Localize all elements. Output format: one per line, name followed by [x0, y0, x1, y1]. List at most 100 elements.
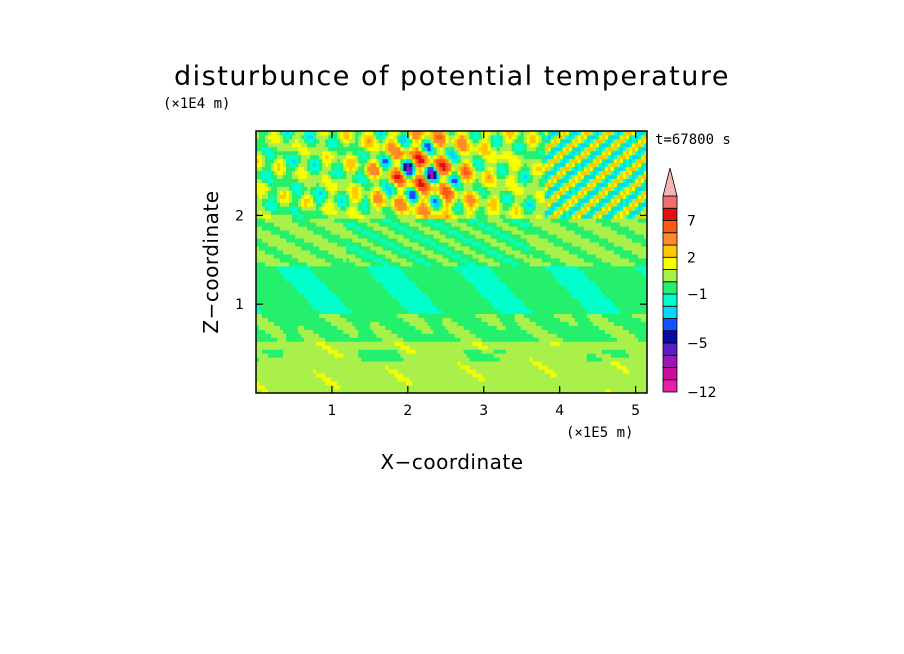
field-cell: [475, 198, 479, 203]
field-cell: [463, 238, 467, 243]
field-cell: [346, 162, 350, 168]
field-cell: [262, 170, 266, 176]
field-cell: [268, 162, 272, 168]
field-cell: [430, 246, 434, 251]
field-cell: [283, 313, 287, 318]
field-cell: [298, 162, 302, 168]
field-cell: [295, 377, 299, 382]
field-cell: [265, 365, 269, 370]
field-cell: [439, 369, 443, 374]
field-cell: [436, 250, 440, 255]
field-cell: [352, 305, 356, 311]
field-cell: [337, 190, 341, 195]
field-cell: [436, 230, 440, 235]
field-cell: [289, 134, 293, 140]
field-cell: [349, 381, 353, 386]
field-cell: [427, 333, 431, 338]
field-cell: [280, 353, 284, 358]
field-cell: [343, 317, 347, 322]
field-cell: [280, 146, 284, 152]
field-cell: [256, 206, 260, 211]
field-cell: [313, 313, 317, 318]
field-cell: [358, 262, 362, 267]
field-cell: [424, 234, 428, 239]
field-cell: [331, 210, 335, 215]
field-cell: [307, 254, 311, 259]
field-cell: [298, 178, 302, 184]
field-cell: [346, 337, 350, 342]
field-cell: [280, 246, 284, 251]
field-cell: [445, 206, 449, 211]
field-cell: [259, 142, 263, 148]
field-cell: [328, 293, 332, 299]
field-cell: [289, 198, 293, 203]
field-cell: [418, 166, 422, 172]
field-cell: [286, 178, 290, 184]
field-cell: [373, 210, 377, 215]
field-cell: [427, 258, 431, 263]
field-cell: [355, 262, 359, 267]
field-cell: [448, 254, 452, 259]
field-cell: [271, 214, 275, 219]
field-cell: [322, 142, 326, 148]
field-cell: [439, 337, 443, 342]
field-cell: [289, 162, 293, 168]
field-cell: [265, 158, 269, 164]
field-cell: [325, 333, 329, 338]
field-cell: [310, 353, 314, 358]
field-cell: [400, 214, 404, 219]
field-cell: [277, 361, 281, 366]
field-cell: [442, 150, 446, 156]
field-cell: [307, 389, 311, 394]
field-cell: [283, 246, 287, 251]
field-cell: [382, 218, 386, 223]
field-cell: [385, 293, 389, 299]
field-cell: [436, 138, 440, 144]
field-cell: [334, 190, 338, 195]
field-cell: [310, 325, 314, 330]
field-cell: [280, 389, 284, 394]
field-cell: [310, 341, 314, 346]
field-cell: [268, 174, 272, 180]
field-cell: [367, 385, 371, 390]
field-cell: [472, 321, 476, 326]
field-cell: [427, 210, 431, 215]
field-cell: [343, 166, 347, 172]
field-cell: [451, 170, 455, 176]
field-cell: [397, 317, 401, 322]
field-cell: [382, 297, 386, 303]
field-cell: [406, 361, 410, 366]
field-cell: [292, 313, 296, 318]
field-cell: [385, 345, 389, 350]
field-cell: [262, 365, 266, 370]
field-cell: [481, 301, 485, 307]
field-cell: [256, 389, 260, 394]
field-cell: [442, 357, 446, 362]
field-cell: [460, 138, 464, 144]
field-cell: [457, 242, 461, 247]
field-cell: [352, 182, 356, 187]
field-cell: [313, 250, 317, 255]
field-cell: [316, 206, 320, 211]
field-cell: [328, 309, 332, 315]
field-cell: [394, 254, 398, 259]
field-cell: [460, 341, 464, 346]
field-cell: [403, 385, 407, 390]
field-cell: [394, 190, 398, 195]
field-cell: [340, 238, 344, 243]
field-cell: [292, 317, 296, 322]
field-cell: [274, 277, 278, 283]
field-cell: [262, 277, 266, 283]
field-cell: [382, 162, 386, 168]
field-cell: [439, 373, 443, 378]
field-cell: [439, 365, 443, 370]
field-cell: [310, 381, 314, 386]
field-cell: [313, 333, 317, 338]
field-cell: [430, 214, 434, 219]
field-cell: [391, 214, 395, 219]
field-cell: [463, 389, 467, 394]
field-cell: [406, 150, 410, 156]
field-cell: [262, 150, 266, 156]
field-cell: [370, 158, 374, 164]
field-cell: [364, 214, 368, 219]
